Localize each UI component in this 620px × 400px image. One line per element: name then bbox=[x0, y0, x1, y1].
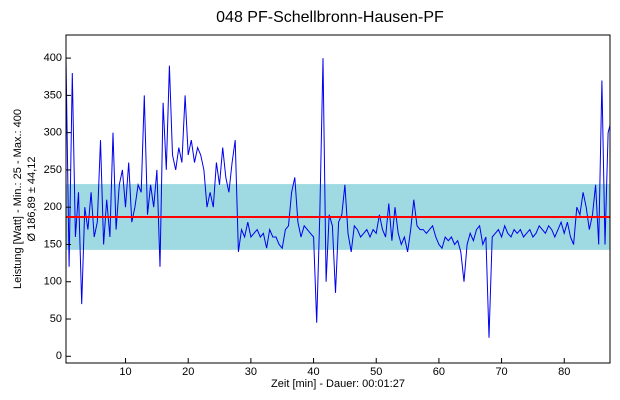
x-tick-label: 40 bbox=[307, 366, 319, 378]
y-tick-label: 150 bbox=[44, 238, 62, 250]
y-tick-label: 400 bbox=[44, 52, 62, 64]
x-tick-label: 70 bbox=[495, 366, 507, 378]
chart-title: 048 PF-Schellbronn-Hausen-PF bbox=[216, 9, 444, 26]
y-tick-label: 350 bbox=[44, 89, 62, 101]
y-tick-label: 50 bbox=[50, 313, 62, 325]
x-tick-label: 60 bbox=[433, 366, 445, 378]
x-tick-label: 20 bbox=[182, 366, 194, 378]
y-axis-label: Leistung [Watt] - Min.: 25 - Max.: 400 bbox=[12, 109, 24, 289]
power-line bbox=[65, 58, 611, 338]
x-axis-label: Zeit [min] - Dauer: 00:01:27 bbox=[271, 378, 405, 390]
y-tick-label: 200 bbox=[44, 201, 62, 213]
x-tick-label: 30 bbox=[245, 366, 257, 378]
plot-frame bbox=[65, 34, 611, 364]
y-tick-label: 250 bbox=[44, 164, 62, 176]
y-tick-label: 100 bbox=[44, 276, 62, 288]
x-tick-label: 50 bbox=[370, 366, 382, 378]
y-tick-label: 300 bbox=[44, 127, 62, 139]
y-tick-label: 0 bbox=[56, 350, 62, 362]
x-tick-label: 80 bbox=[558, 366, 570, 378]
x-tick-label: 10 bbox=[119, 366, 131, 378]
y-axis-label: Ø 186,89 ± 44,12 bbox=[26, 157, 38, 242]
